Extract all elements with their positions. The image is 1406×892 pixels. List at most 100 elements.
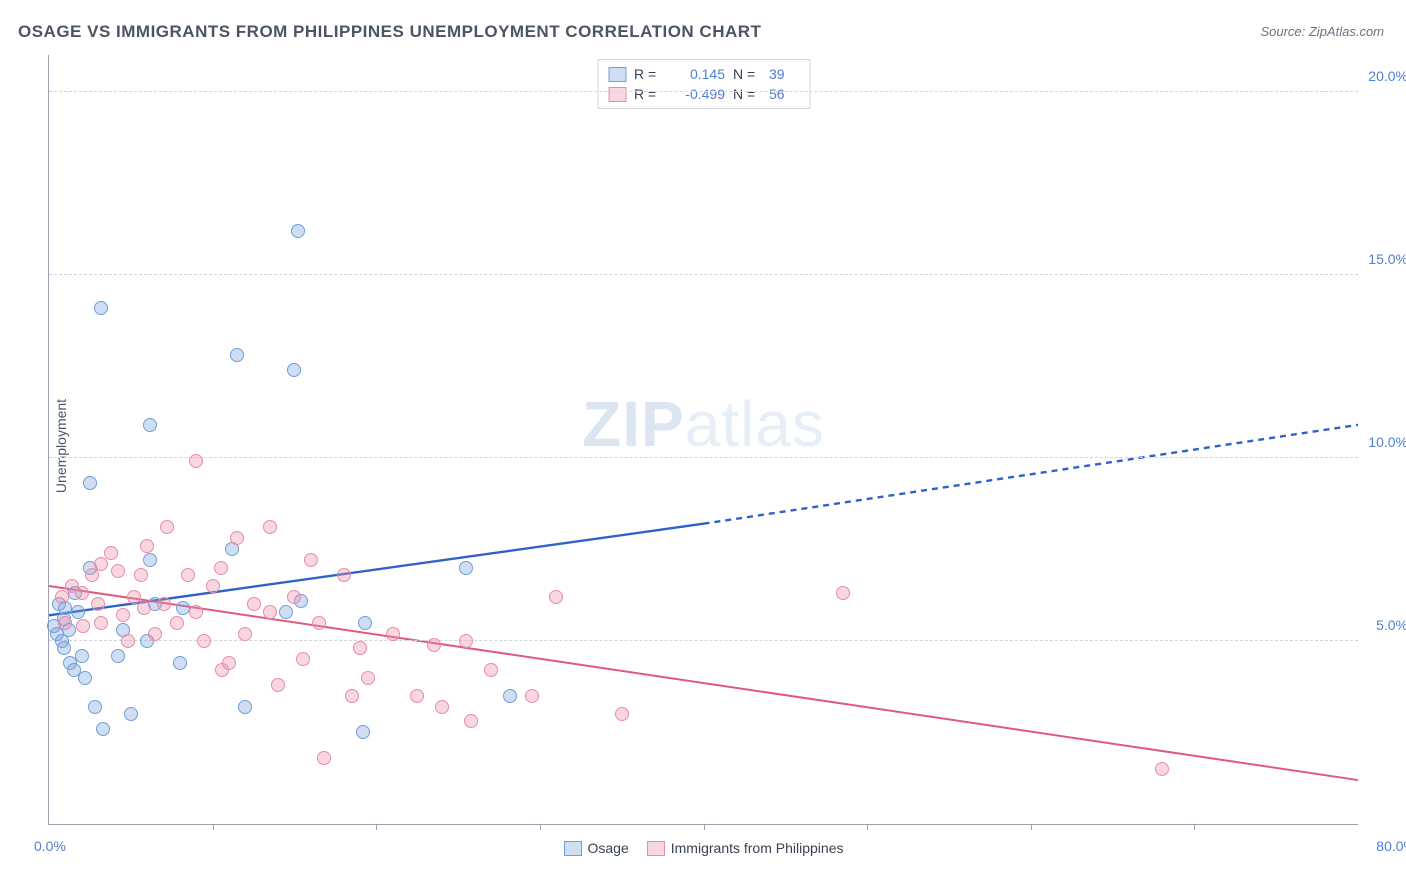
series-name-philippines: Immigrants from Philippines [671,840,844,856]
data-point-philippines [464,714,478,728]
data-point-philippines [435,700,449,714]
data-point-osage [124,707,138,721]
x-axis-min-label: 0.0% [34,838,66,854]
x-tick [1031,824,1032,830]
data-point-osage [459,561,473,575]
data-point-osage [356,725,370,739]
swatch-osage-bottom [564,841,582,856]
n-label: N = [733,84,761,104]
legend-series: Osage Immigrants from Philippines [564,840,844,856]
r-value-philippines: -0.499 [670,84,725,104]
data-point-osage [88,700,102,714]
legend-item-osage: Osage [564,840,629,856]
data-point-philippines [263,520,277,534]
data-point-philippines [312,616,326,630]
data-point-philippines [116,608,130,622]
data-point-philippines [75,586,89,600]
data-point-philippines [615,707,629,721]
legend-item-philippines: Immigrants from Philippines [647,840,844,856]
data-point-philippines [214,561,228,575]
data-point-osage [230,348,244,362]
series-name-osage: Osage [588,840,629,856]
data-point-philippines [410,689,424,703]
x-axis-max-label: 80.0% [1376,838,1406,854]
legend-row-philippines: R = -0.499 N = 56 [608,84,799,104]
data-point-osage [83,476,97,490]
x-tick [867,824,868,830]
data-point-philippines [104,546,118,560]
data-point-philippines [206,579,220,593]
data-point-osage [287,363,301,377]
data-point-philippines [189,605,203,619]
data-point-philippines [148,627,162,641]
x-tick [704,824,705,830]
data-point-philippines [386,627,400,641]
data-point-osage [358,616,372,630]
data-point-philippines [304,553,318,567]
gridline [49,91,1358,92]
data-point-osage [279,605,293,619]
data-point-philippines [317,751,331,765]
data-point-osage [75,649,89,663]
swatch-philippines [608,87,626,102]
data-point-philippines [94,616,108,630]
source-label: Source: ZipAtlas.com [1260,24,1384,39]
data-point-philippines [1155,762,1169,776]
data-point-philippines [296,652,310,666]
x-tick [213,824,214,830]
gridline [49,457,1358,458]
data-point-osage [111,649,125,663]
data-point-philippines [230,531,244,545]
data-point-philippines [157,597,171,611]
data-point-osage [57,641,71,655]
data-point-osage [78,671,92,685]
data-point-philippines [549,590,563,604]
n-value-osage: 39 [769,64,799,84]
data-point-philippines [353,641,367,655]
data-point-philippines [137,601,151,615]
y-tick-label: 5.0% [1363,617,1406,633]
n-value-philippines: 56 [769,84,799,104]
data-point-philippines [121,634,135,648]
swatch-philippines-bottom [647,841,665,856]
n-label: N = [733,64,761,84]
data-point-philippines [58,616,72,630]
data-point-philippines [361,671,375,685]
data-point-philippines [271,678,285,692]
data-point-osage [143,418,157,432]
data-point-philippines [85,568,99,582]
data-point-philippines [170,616,184,630]
r-label: R = [634,64,662,84]
data-point-osage [143,553,157,567]
plot-area: ZIPatlas R = 0.145 N = 39 R = -0.499 N =… [48,55,1358,825]
r-label: R = [634,84,662,104]
data-point-osage [238,700,252,714]
data-point-philippines [76,619,90,633]
data-point-philippines [55,590,69,604]
watermark-rest: atlas [685,388,825,460]
y-tick-label: 10.0% [1363,434,1406,450]
swatch-osage [608,67,626,82]
data-point-philippines [140,539,154,553]
data-point-philippines [94,557,108,571]
y-tick-label: 20.0% [1363,68,1406,84]
data-point-philippines [134,568,148,582]
data-point-philippines [287,590,301,604]
data-point-osage [71,605,85,619]
data-point-osage [94,301,108,315]
data-point-philippines [525,689,539,703]
watermark-bold: ZIP [582,388,685,460]
data-point-philippines [181,568,195,582]
data-point-philippines [197,634,211,648]
data-point-philippines [345,689,359,703]
legend-row-osage: R = 0.145 N = 39 [608,64,799,84]
y-tick-label: 15.0% [1363,251,1406,267]
x-tick [1194,824,1195,830]
watermark: ZIPatlas [582,387,825,461]
data-point-philippines [160,520,174,534]
data-point-philippines [427,638,441,652]
gridline [49,274,1358,275]
data-point-osage [96,722,110,736]
data-point-philippines [91,597,105,611]
data-point-osage [291,224,305,238]
